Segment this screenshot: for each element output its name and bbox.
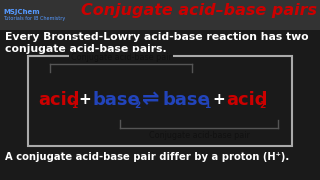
Text: base: base <box>162 91 210 109</box>
FancyBboxPatch shape <box>28 56 292 146</box>
Text: ⇌: ⇌ <box>142 89 159 109</box>
Text: Every Bronsted-Lowry acid-base reaction has two: Every Bronsted-Lowry acid-base reaction … <box>5 32 308 42</box>
Text: +: + <box>212 93 225 107</box>
Text: A conjugate acid-base pair differ by a proton (H⁺).: A conjugate acid-base pair differ by a p… <box>5 152 289 162</box>
Text: acid: acid <box>226 91 268 109</box>
Text: +: + <box>78 93 91 107</box>
Text: Conjugate acid-base pair: Conjugate acid-base pair <box>148 131 249 140</box>
Text: 1: 1 <box>204 100 210 109</box>
Text: MSJChem: MSJChem <box>3 9 40 15</box>
Text: conjugate acid-base pairs.: conjugate acid-base pairs. <box>5 44 167 54</box>
Text: Tutorials for IB Chemistry: Tutorials for IB Chemistry <box>3 16 65 21</box>
Text: 2: 2 <box>134 100 140 109</box>
Text: acid: acid <box>38 91 79 109</box>
Bar <box>0 0 320 30</box>
Text: 2: 2 <box>259 100 265 109</box>
Text: base: base <box>92 91 140 109</box>
Text: Conjugate acid–base pairs: Conjugate acid–base pairs <box>81 3 317 18</box>
Text: Conjugate acid-base pair: Conjugate acid-base pair <box>71 53 172 62</box>
Text: 1: 1 <box>71 100 77 109</box>
